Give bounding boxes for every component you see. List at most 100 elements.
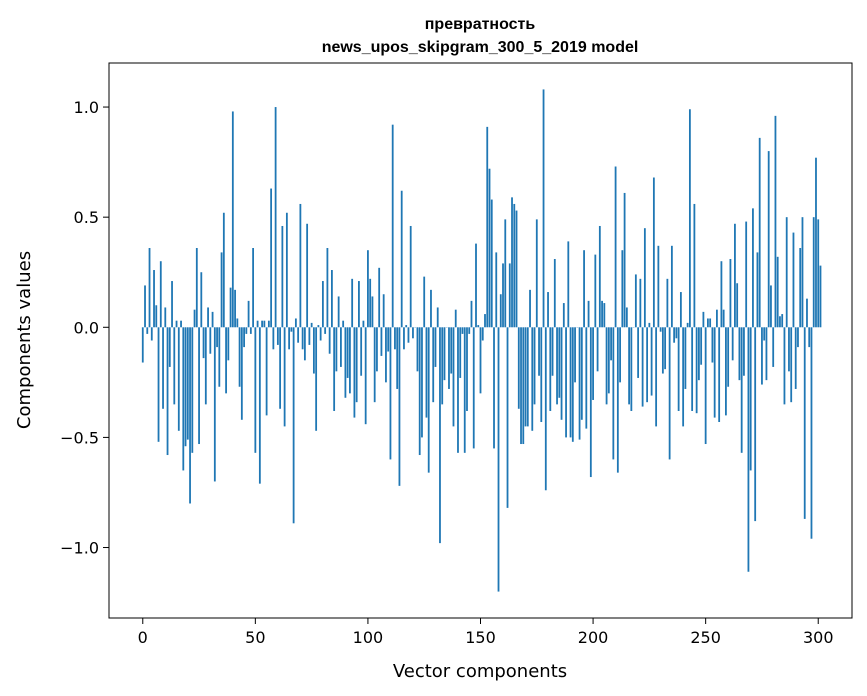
bar-component-279 xyxy=(770,285,772,328)
bar-component-188 xyxy=(565,327,567,438)
bar-component-143 xyxy=(463,327,466,453)
bar-component-9 xyxy=(162,327,164,409)
bar-component-182 xyxy=(551,327,554,376)
bar-component-247 xyxy=(698,327,700,381)
bar-component-225 xyxy=(648,322,651,328)
bar-component-152 xyxy=(484,314,486,328)
bar-component-230 xyxy=(659,327,662,332)
x-tick-label: 300 xyxy=(803,628,834,647)
bar-component-132 xyxy=(439,327,441,544)
bar-component-180 xyxy=(547,292,549,328)
bar-component-275 xyxy=(761,327,763,385)
bar-component-46 xyxy=(245,327,248,334)
bar-component-178 xyxy=(542,89,545,328)
bar-component-42 xyxy=(236,318,239,328)
bar-component-144 xyxy=(466,327,468,411)
bar-component-246 xyxy=(695,327,698,414)
bar-component-2 xyxy=(146,327,149,334)
bar-component-111 xyxy=(391,124,394,328)
bar-component-169 xyxy=(522,327,525,445)
bar-component-48 xyxy=(249,327,252,334)
bar-component-14 xyxy=(173,327,176,405)
bar-component-29 xyxy=(207,307,209,328)
y-axis-label: Components values xyxy=(14,251,35,429)
plot-frame xyxy=(108,62,853,619)
bar-component-282 xyxy=(776,256,779,328)
bar-component-31 xyxy=(211,311,214,328)
bar-component-294 xyxy=(803,327,806,519)
bar-component-203 xyxy=(598,225,601,328)
bar-component-213 xyxy=(621,250,624,328)
bar-component-7 xyxy=(157,327,160,442)
bar-component-186 xyxy=(560,327,563,420)
bar-component-119 xyxy=(409,225,412,328)
bar-component-0 xyxy=(141,327,144,363)
x-axis-label: Vector components xyxy=(393,661,567,682)
bar-component-184 xyxy=(556,327,558,405)
bar-component-276 xyxy=(763,327,766,341)
bar-component-71 xyxy=(301,327,304,350)
x-tick-label: 50 xyxy=(245,628,265,647)
bar-component-248 xyxy=(700,327,703,365)
bar-component-161 xyxy=(504,219,507,328)
bar-component-190 xyxy=(569,327,572,438)
bar-component-299 xyxy=(815,157,817,328)
bar-component-172 xyxy=(529,289,531,328)
bar-component-254 xyxy=(713,327,716,418)
bar-component-174 xyxy=(533,327,536,405)
bar-component-208 xyxy=(610,327,612,361)
bar-component-8 xyxy=(159,261,162,328)
bar-component-221 xyxy=(639,278,642,328)
bar-component-116 xyxy=(403,327,405,350)
bar-component-262 xyxy=(731,327,734,361)
bar-component-157 xyxy=(495,252,498,328)
bar-component-209 xyxy=(612,327,615,460)
bar-component-258 xyxy=(722,309,725,328)
bar-component-266 xyxy=(740,327,743,453)
chart-subtitle: news_upos_skipgram_300_5_2019 model xyxy=(322,39,639,56)
bar-series xyxy=(141,89,822,592)
bar-component-210 xyxy=(614,166,617,328)
bar-component-205 xyxy=(603,303,606,328)
bar-component-134 xyxy=(443,327,446,381)
bar-component-70 xyxy=(299,203,302,328)
bar-component-49 xyxy=(252,248,254,328)
bar-component-30 xyxy=(209,327,212,354)
bar-component-37 xyxy=(225,327,227,394)
bar-component-189 xyxy=(567,241,570,328)
bar-component-23 xyxy=(193,309,196,328)
bar-component-280 xyxy=(772,327,775,367)
bar-component-81 xyxy=(324,327,327,334)
bar-component-13 xyxy=(171,281,173,328)
bar-component-268 xyxy=(745,221,748,328)
bar-component-47 xyxy=(247,300,250,328)
bar-component-22 xyxy=(191,327,194,453)
bar-component-101 xyxy=(369,278,372,328)
bar-component-104 xyxy=(376,327,378,372)
bar-component-107 xyxy=(382,294,385,328)
bar-component-199 xyxy=(589,327,592,478)
bar-component-231 xyxy=(661,327,664,374)
bar-component-62 xyxy=(281,225,284,328)
bar-component-11 xyxy=(166,327,169,456)
bar-component-96 xyxy=(358,281,360,328)
bar-component-98 xyxy=(362,320,365,328)
y-tick-label: −0.5 xyxy=(60,428,99,447)
bar-component-215 xyxy=(625,307,628,328)
bar-component-64 xyxy=(285,212,288,328)
bar-component-26 xyxy=(200,272,203,328)
bar-component-83 xyxy=(328,327,331,354)
bar-component-109 xyxy=(387,327,390,352)
bar-component-145 xyxy=(468,327,471,334)
x-tick-label: 100 xyxy=(353,628,384,647)
bar-component-300 xyxy=(817,219,820,328)
bar-component-147 xyxy=(472,327,475,449)
bar-component-69 xyxy=(297,327,300,343)
bar-component-240 xyxy=(682,327,685,427)
bar-component-162 xyxy=(506,327,509,508)
bar-component-122 xyxy=(416,327,419,372)
bar-component-100 xyxy=(367,250,369,328)
bar-component-217 xyxy=(630,327,633,411)
bar-component-59 xyxy=(274,107,277,328)
bar-component-173 xyxy=(531,327,534,431)
